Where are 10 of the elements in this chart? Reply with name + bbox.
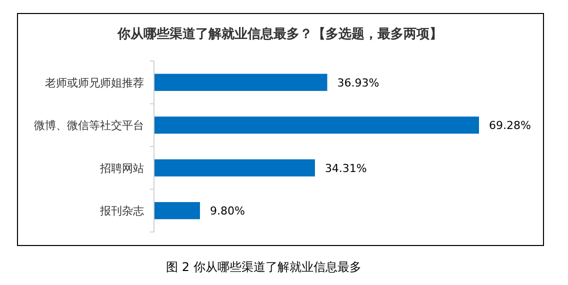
- data-label: 34.31%: [324, 162, 367, 175]
- y-tick-label: 报刊杂志: [99, 204, 144, 218]
- data-label: 69.28%: [489, 119, 531, 132]
- data-label: 9.80%: [210, 204, 245, 218]
- caption: 图 2 你从哪些渠道了解就业信息最多: [166, 260, 362, 274]
- y-tick-label: 老师或师兄师姐推荐: [45, 76, 144, 90]
- data-label: 36.93%: [337, 76, 380, 90]
- y-tick-label: 招聘网站: [99, 162, 144, 175]
- y-tick-label: 微博、微信等社交平台: [34, 119, 144, 132]
- chart-title: 你从哪些渠道了解就业信息最多？【多选题，最多两项】: [116, 26, 442, 42]
